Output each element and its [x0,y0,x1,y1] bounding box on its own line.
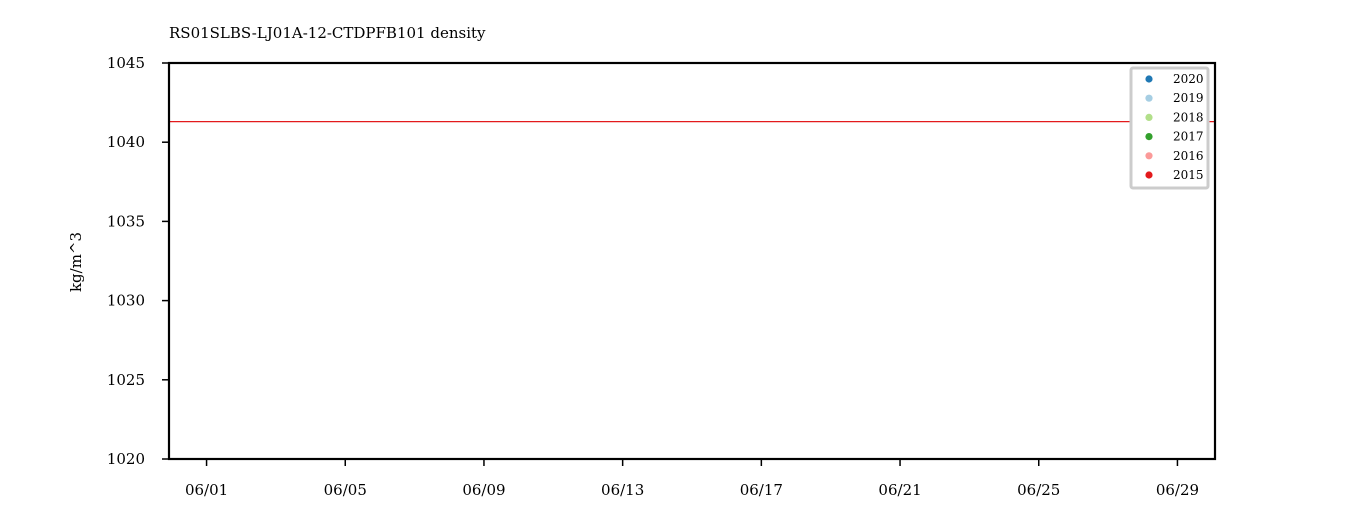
y-axis-label: kg/m^3 [67,232,85,292]
legend-marker-2016 [1145,152,1153,160]
legend-marker-2018 [1145,113,1153,121]
y-axis: 1020 1025 1030 1035 1040 1045 [107,54,169,468]
x-tick-label: 06/09 [462,481,505,499]
legend-marker-2020 [1145,75,1153,83]
legend-label-2020: 2020 [1173,72,1204,86]
legend: 2020 2019 2018 2017 2016 2015 [1129,66,1210,190]
x-tick-label: 06/17 [740,481,783,499]
x-tick-label: 06/01 [185,481,228,499]
legend-marker-2015 [1145,171,1153,179]
legend-label-2019: 2019 [1173,91,1204,105]
x-tick-label: 06/05 [324,481,367,499]
y-tick-label: 1035 [107,212,145,230]
legend-marker-2017 [1145,133,1153,141]
x-tick-label: 06/13 [601,481,644,499]
y-tick-label: 1020 [107,450,145,468]
x-tick-label: 06/21 [878,481,921,499]
plot-frame [167,61,1217,461]
y-tick-label: 1045 [107,54,145,72]
legend-label-2018: 2018 [1173,110,1204,124]
x-tick-label: 06/29 [1156,481,1199,499]
y-tick-label: 1030 [107,292,145,310]
legend-label-2017: 2017 [1173,130,1204,144]
legend-label-2015: 2015 [1173,168,1204,182]
legend-label-2016: 2016 [1173,149,1204,163]
legend-marker-2019 [1145,94,1153,102]
x-axis: 06/01 06/05 06/09 06/13 06/17 06/21 06/25 06/29 [185,459,1199,499]
x-tick-label: 06/25 [1017,481,1060,499]
y-tick-label: 1025 [107,371,145,389]
chart-title: RS01SLBS-LJ01A-12-CTDPFB101 density [169,24,486,42]
y-tick-label: 1040 [107,133,145,151]
